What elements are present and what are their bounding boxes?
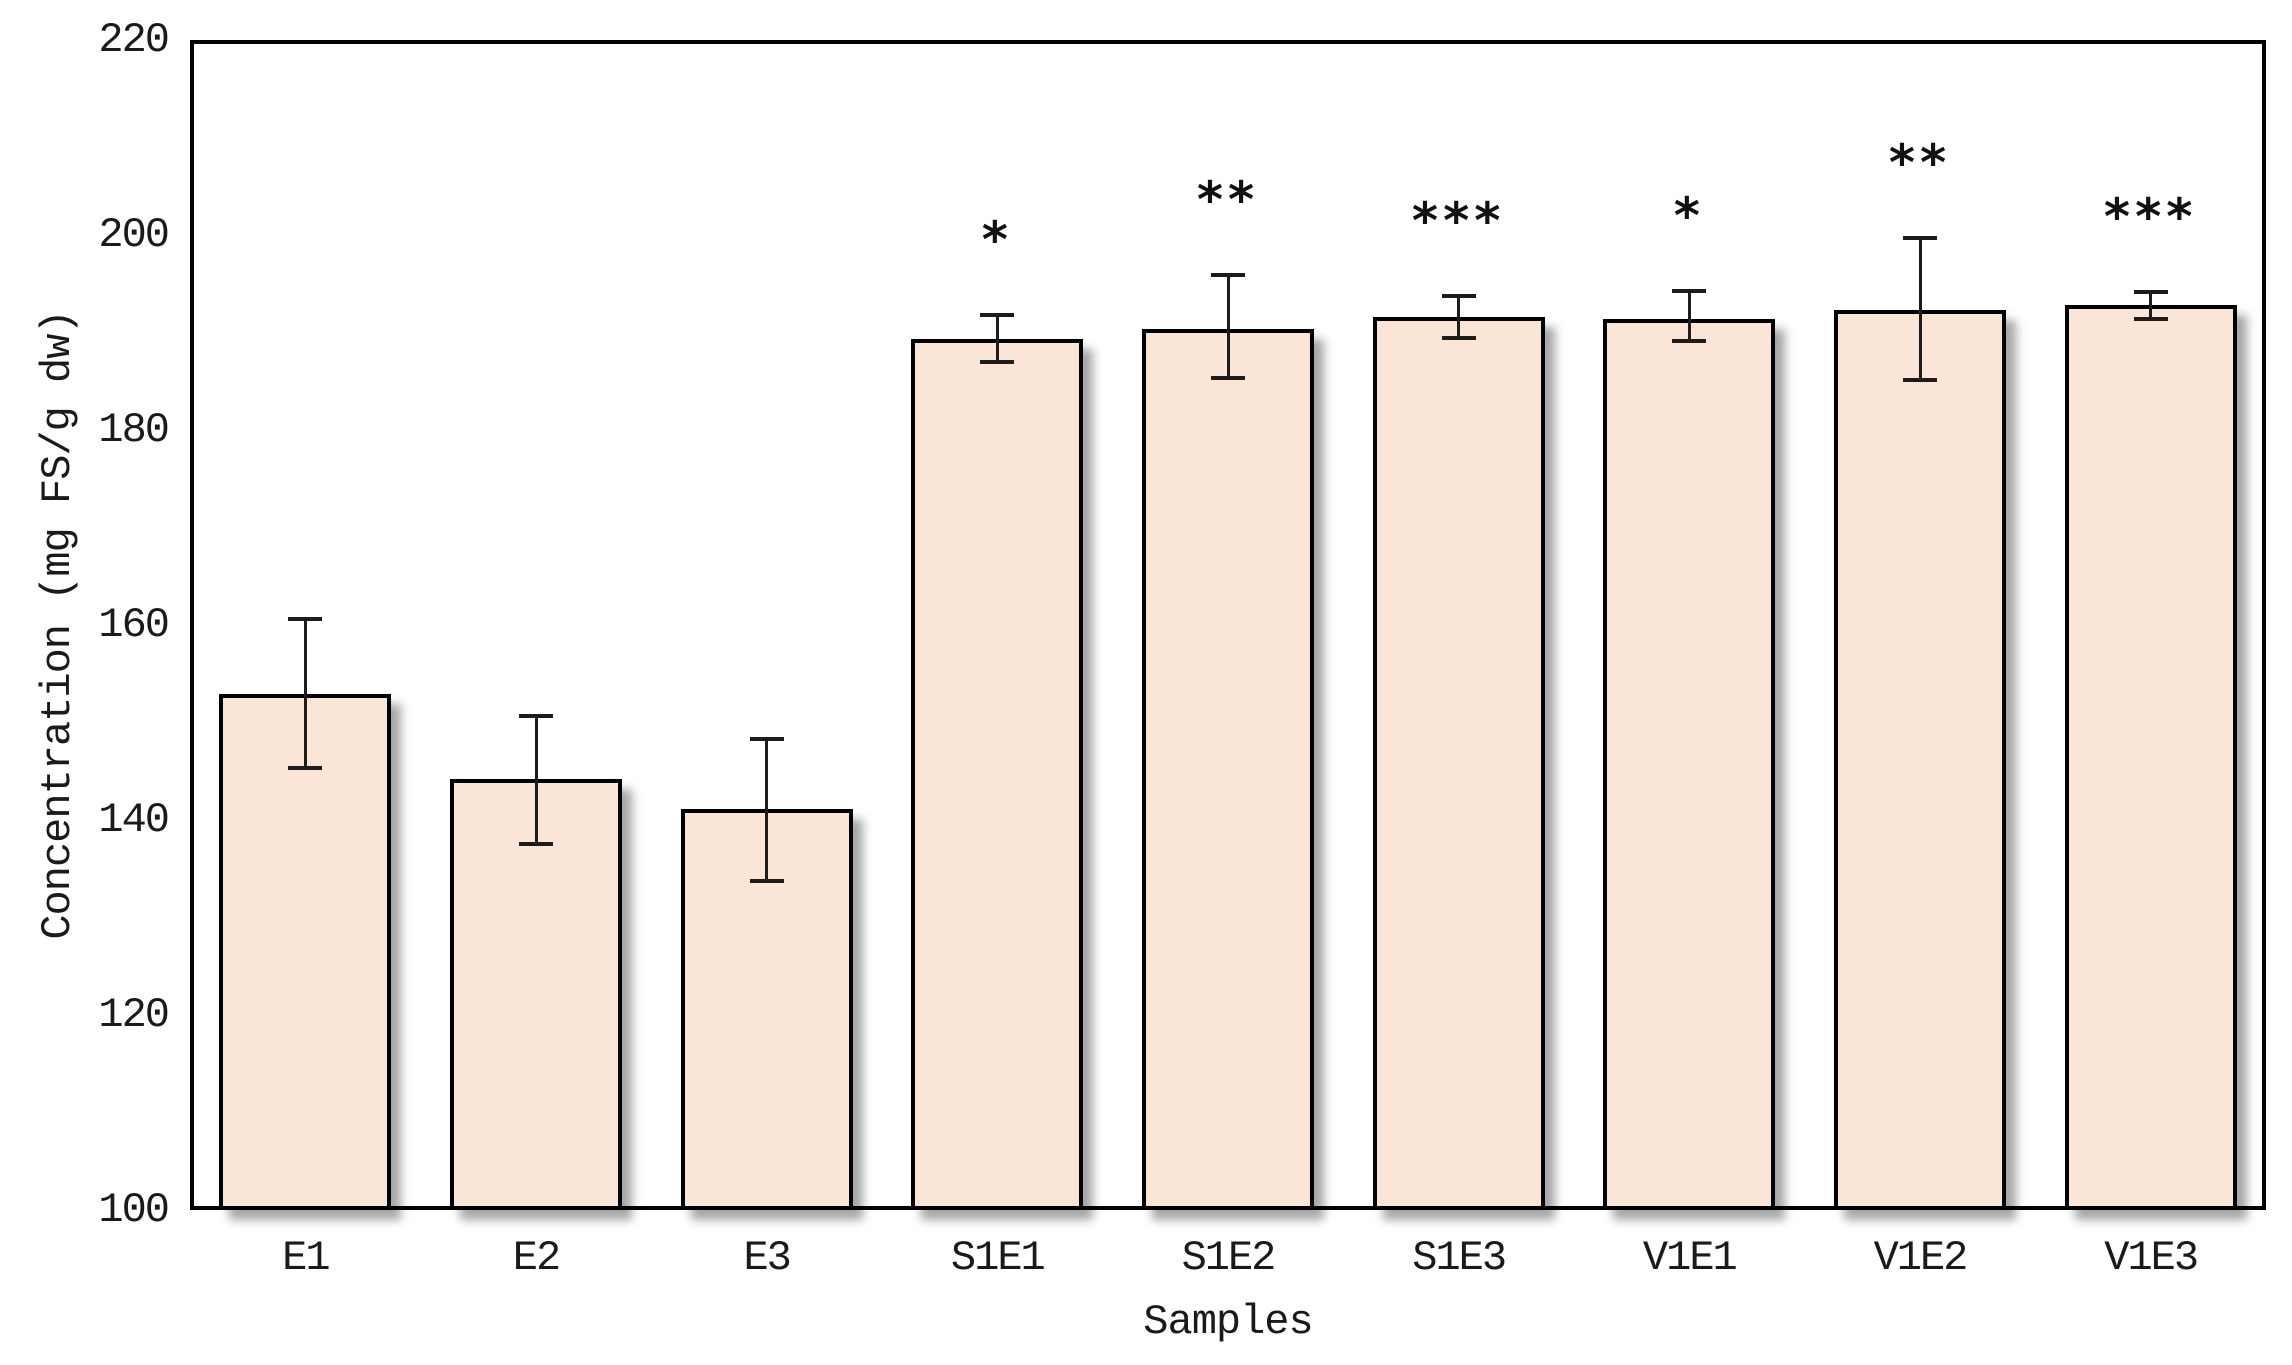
error-bar-cap-bottom — [288, 766, 323, 771]
bar-v1e1 — [1603, 318, 1776, 1210]
significance-marker: *** — [1411, 192, 1506, 251]
x-tick-label: E3 — [743, 1234, 791, 1282]
significance-marker: * — [981, 210, 1013, 269]
x-tick-label: E1 — [282, 1234, 330, 1282]
y-tick-label: 160 — [98, 601, 170, 649]
error-bar-cap-bottom — [1903, 378, 1937, 383]
error-bar-cap-top — [1672, 288, 1707, 293]
error-bar-cap-top — [1441, 294, 1476, 299]
y-tick-label: 220 — [98, 16, 170, 64]
y-tick-label: 100 — [98, 1186, 170, 1234]
x-tick-label: V1E2 — [1873, 1234, 1969, 1282]
bar-e1 — [219, 694, 392, 1210]
bar-e3 — [680, 809, 853, 1210]
y-tick-label: 200 — [98, 211, 170, 259]
x-tick-label: V1E1 — [1642, 1234, 1738, 1282]
error-bar-line — [534, 715, 538, 845]
error-bar-line — [1226, 274, 1230, 379]
error-bar-cap-top — [2133, 289, 2168, 294]
x-tick-label: S1E2 — [1181, 1234, 1277, 1282]
y-tick-label: 140 — [98, 796, 170, 844]
y-axis-title: Concentration (mg FS/g dw) — [34, 310, 82, 940]
error-bar-cap-top — [1211, 272, 1245, 277]
error-bar-line — [1457, 296, 1461, 339]
bar-s1e2 — [1142, 328, 1314, 1210]
significance-marker: ** — [1888, 133, 1952, 192]
x-tick-label: S1E1 — [950, 1234, 1046, 1282]
error-bar-line — [1687, 290, 1691, 342]
error-bar-cap-top — [749, 737, 784, 742]
error-bar-line — [2149, 291, 2153, 319]
error-bar-cap-bottom — [1672, 339, 1707, 344]
error-bar-cap-top — [1903, 235, 1937, 240]
significance-marker: *** — [2103, 187, 2198, 246]
error-bar-cap-bottom — [749, 879, 784, 884]
x-axis-title: Samples — [1143, 1298, 1313, 1346]
y-tick-label: 180 — [98, 406, 170, 454]
error-bar-line — [995, 314, 999, 362]
error-bar-cap-top — [980, 312, 1015, 317]
error-bar-line — [303, 619, 307, 769]
x-tick-label: V1E3 — [2104, 1234, 2199, 1282]
error-bar-cap-bottom — [1441, 336, 1476, 341]
x-tick-label: E2 — [512, 1234, 561, 1282]
x-tick-label: S1E3 — [1412, 1234, 1507, 1282]
y-tick-label: 120 — [98, 991, 170, 1039]
bar-s1e3 — [1372, 316, 1545, 1210]
error-bar-cap-top — [519, 713, 553, 718]
bar-v1e2 — [1834, 310, 2006, 1210]
error-bar-cap-bottom — [1211, 376, 1245, 381]
significance-marker: * — [1673, 186, 1705, 245]
bar-s1e1 — [911, 339, 1084, 1210]
bar-v1e3 — [2064, 305, 2237, 1210]
error-bar-line — [1918, 237, 1922, 381]
error-bar-line — [765, 739, 769, 882]
error-bar-cap-bottom — [980, 359, 1015, 364]
significance-marker: ** — [1196, 170, 1260, 229]
error-bar-cap-top — [288, 617, 323, 622]
bar-e2 — [450, 779, 622, 1210]
error-bar-cap-bottom — [519, 842, 553, 847]
error-bar-cap-bottom — [2133, 316, 2168, 321]
